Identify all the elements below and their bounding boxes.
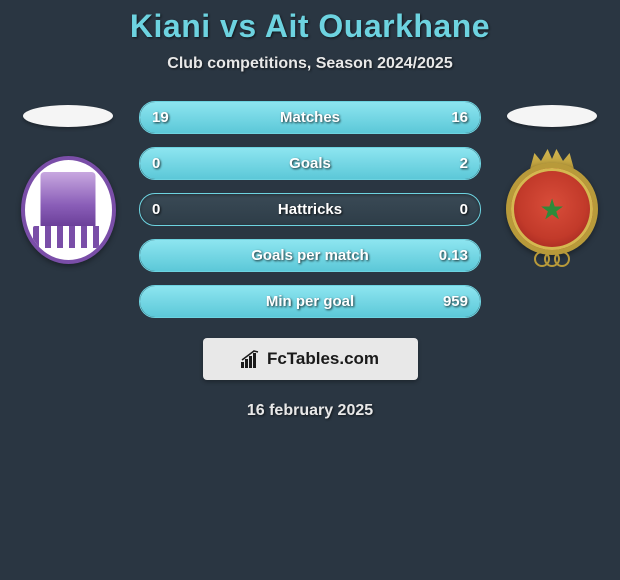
right-club-badge-graphic: ★ [502,151,602,269]
page-subtitle: Club competitions, Season 2024/2025 [0,55,620,73]
right-club-badge: ★ [502,155,602,265]
stat-bar: 959 Min per goal [139,285,481,318]
stat-bar: 19 16 Matches [139,101,481,134]
date-text: 16 february 2025 [0,402,620,420]
left-player-column [8,101,128,265]
stat-label: Goals per match [251,247,369,264]
stat-value-right: 0 [460,201,468,218]
bar-chart-icon [241,350,261,368]
stat-label: Hattricks [278,201,342,218]
left-club-badge [18,155,118,265]
stat-label: Goals [289,155,331,172]
brand-text: FcTables.com [267,349,379,369]
stat-value-right: 0.13 [439,247,468,264]
star-icon: ★ [539,193,564,226]
olympic-rings-icon [537,251,567,267]
left-country-flag [23,105,113,127]
stat-value-right: 2 [460,155,468,172]
stat-value-right: 16 [451,109,468,126]
stat-label: Min per goal [266,293,354,310]
stat-value-left: 0 [152,201,160,218]
stats-column: 19 16 Matches 0 2 Goals 0 0 Hattricks 0.13 Goals p… [135,101,485,318]
stat-bar: 0.13 Goals per match [139,239,481,272]
comparison-card: Kiani vs Ait Ouarkhane Club competitions… [0,0,620,420]
left-club-badge-graphic [21,156,116,264]
stat-bar: 0 2 Goals [139,147,481,180]
page-title: Kiani vs Ait Ouarkhane [0,8,620,45]
stat-bar: 0 0 Hattricks [139,193,481,226]
right-country-flag [507,105,597,127]
stat-value-right: 959 [443,293,468,310]
main-row: 19 16 Matches 0 2 Goals 0 0 Hattricks 0.13 Goals p… [0,101,620,318]
brand-box: FcTables.com [203,338,418,380]
stat-value-left: 0 [152,155,160,172]
right-player-column: ★ [492,101,612,265]
stat-label: Matches [280,109,340,126]
stat-value-left: 19 [152,109,169,126]
